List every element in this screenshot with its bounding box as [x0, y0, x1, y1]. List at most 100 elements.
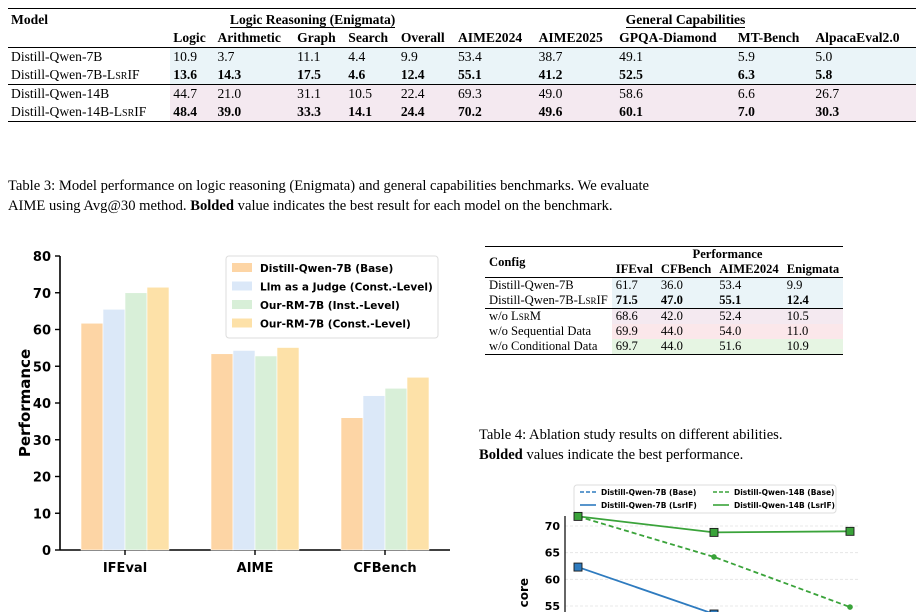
y-tick-label: 55	[545, 600, 560, 612]
bar	[124, 292, 148, 551]
col-header: Enigmata	[786, 262, 840, 276]
bar	[254, 355, 278, 551]
cell: 47.0	[656, 293, 716, 309]
model-name: Distill-Qwen-14B-LsrIF	[8, 103, 171, 122]
cell: 60.1	[616, 103, 735, 122]
table4-caption: Table 4: Ablation study results on diffe…	[479, 425, 919, 465]
data-point	[709, 609, 719, 612]
cell: 55.1	[454, 66, 536, 85]
cell: 11.1	[294, 47, 346, 66]
cell: 38.7	[535, 47, 617, 66]
cell: 13.6	[170, 66, 215, 85]
legend: Distill-Qwen-7B (Base) Distill-Qwen-7B (L…	[573, 484, 837, 514]
legend-label: Distill-Qwen-14B (Base)	[734, 488, 834, 497]
config-name: w/o Sequential Data	[489, 324, 592, 338]
cell: 49.0	[535, 84, 617, 103]
cell: 69.7	[611, 339, 657, 355]
cell: 3.7	[214, 47, 295, 66]
y-tick-label: 30	[33, 434, 51, 449]
cell: 21.0	[214, 84, 295, 103]
cell: 14.3	[214, 66, 295, 85]
col-header: CFBench	[660, 262, 712, 276]
data-point	[709, 527, 719, 537]
cell: 26.7	[812, 84, 916, 103]
line-chart: Distill-Qwen-7B (Base) Distill-Qwen-7B (L…	[517, 484, 860, 612]
y-tick-label: 50	[33, 360, 51, 375]
caption-line: Bolded values indicate the best performa…	[479, 447, 744, 463]
y-axis-label: Performance	[16, 349, 34, 457]
performance-header: Performance	[611, 246, 844, 262]
table-row: Distill-Qwen-14B-LsrIF 48.4 39.0 33.3 14…	[8, 103, 916, 122]
cell: 10.5	[345, 84, 398, 103]
cell: 71.5	[611, 293, 657, 309]
col-header: AIME2025	[538, 30, 603, 45]
caption-line: AIME using Avg@30 method. Bolded value i…	[8, 198, 613, 214]
config-name: w/o LsrM	[485, 308, 612, 324]
cell: 9.9	[397, 47, 455, 66]
cell: 58.6	[616, 84, 735, 103]
data-point	[845, 526, 855, 536]
cell: 69.3	[454, 84, 536, 103]
x-tick-label: AIME	[237, 561, 274, 576]
col-header: IFEval	[615, 262, 653, 276]
legend-swatch	[232, 318, 252, 328]
legend-label: Llm as a Judge (Const.-Level)	[260, 282, 433, 294]
table-row: w/o Sequential Data 69.9 44.0 54.0 11.0	[485, 324, 844, 339]
data-point	[573, 511, 583, 521]
cell: 68.6	[611, 308, 657, 324]
cell: 5.8	[812, 66, 916, 85]
cell: 4.4	[345, 47, 398, 66]
cell: 52.4	[715, 308, 783, 324]
bar	[146, 286, 170, 551]
legend-label: Our-RM-7B (Const.-Level)	[260, 319, 411, 331]
cell: 12.4	[782, 293, 844, 309]
series-line	[577, 566, 711, 612]
cell: 39.0	[214, 103, 295, 122]
y-tick-label: 40	[33, 397, 51, 412]
bar	[276, 347, 300, 551]
cell: 49.6	[535, 103, 617, 122]
cell: 53.4	[715, 277, 783, 293]
cell: 51.6	[715, 339, 783, 355]
cell: 44.0	[656, 339, 716, 355]
legend-swatch	[232, 281, 252, 291]
col-header: Graph	[297, 30, 336, 45]
ablation-table: Config Performance IFEval CFBench AIME20…	[485, 246, 844, 355]
general-group-header: General Capabilities	[454, 8, 916, 29]
cell: 17.5	[294, 66, 346, 85]
cell: 53.4	[454, 47, 536, 66]
cell: 14.1	[345, 103, 398, 122]
legend-label: Distill-Qwen-14B (LsrIF)	[734, 501, 835, 510]
caption-line: Table 4: Ablation study results on diffe…	[479, 427, 783, 443]
cell: 36.0	[656, 277, 716, 293]
model-header: Model	[8, 8, 171, 48]
cell: 44.7	[170, 84, 215, 103]
x-tick-label: IFEval	[103, 561, 147, 576]
cell: 4.6	[345, 66, 398, 85]
col-header: AlpacaEval2.0	[815, 30, 900, 45]
cell: 54.0	[715, 324, 783, 339]
cell: 6.6	[734, 84, 813, 103]
legend-swatch	[232, 263, 252, 272]
bar	[232, 350, 256, 551]
table3-caption: Table 3: Model performance on logic reas…	[8, 176, 918, 216]
legend-swatch	[232, 300, 252, 309]
col-header: Arithmetic	[217, 30, 281, 45]
y-tick-label: 0	[42, 544, 51, 559]
cell: 11.0	[782, 324, 844, 339]
col-header: Logic	[173, 30, 206, 45]
legend-frame	[573, 484, 837, 514]
legend-label: Distill-Qwen-7B (Base)	[601, 488, 696, 497]
config-header: Config	[485, 246, 612, 278]
bar	[340, 417, 364, 551]
col-header: AIME2024	[719, 262, 779, 276]
y-tick-label: 60	[545, 573, 561, 586]
logic-group-header: Logic Reasoning (Enigmata)	[170, 8, 455, 29]
cell: 61.7	[611, 277, 657, 293]
config-name: Distill-Qwen-7B	[485, 277, 612, 293]
cell: 41.2	[535, 66, 617, 85]
legend: Distill-Qwen-7B (Base) Llm as a Judge (Co…	[225, 255, 439, 339]
cell: 10.9	[170, 47, 215, 66]
cell: 33.3	[294, 103, 346, 122]
cell: 12.4	[397, 66, 455, 85]
